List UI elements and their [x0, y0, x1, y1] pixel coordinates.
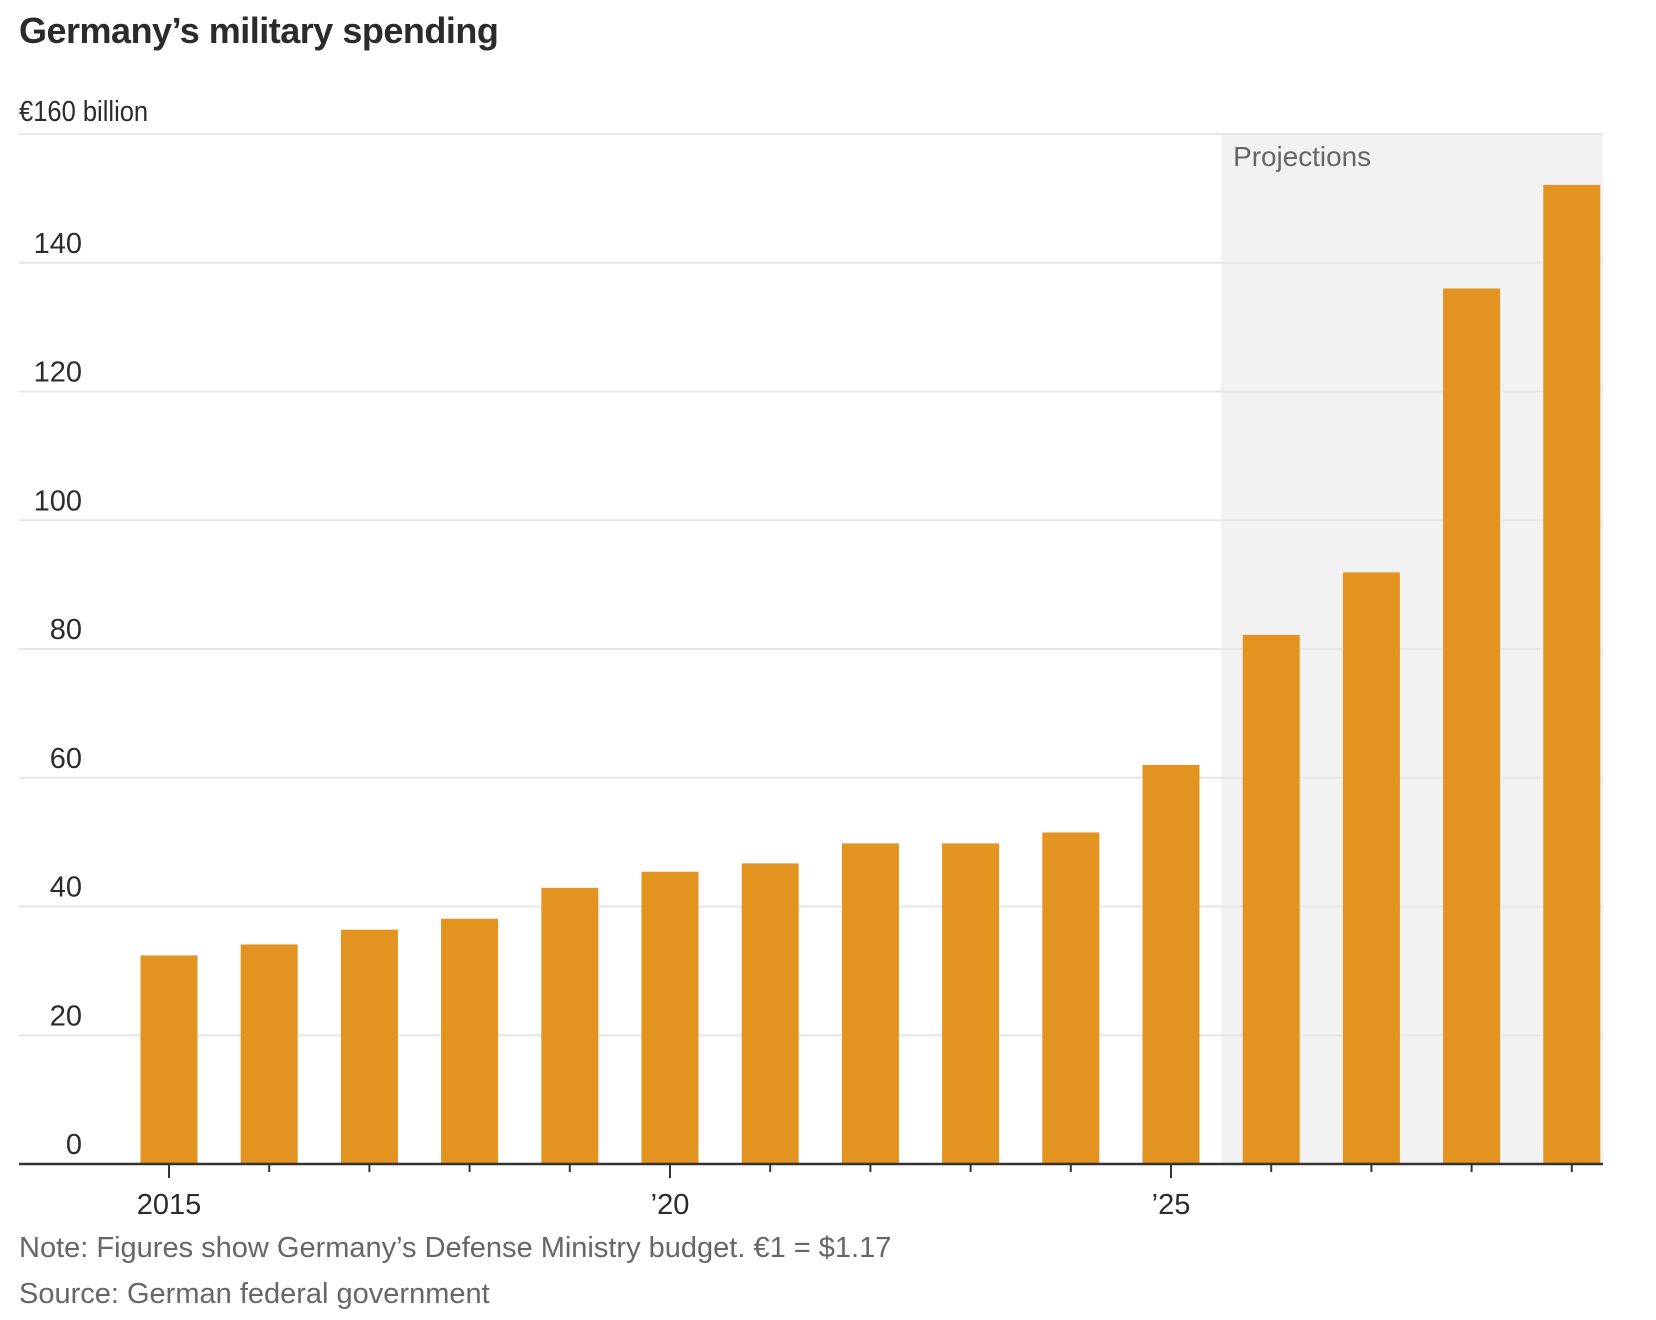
y-tick-label: 60 — [50, 743, 82, 775]
chart-source: Source: German federal government — [19, 1278, 490, 1310]
bar-2027 — [1342, 572, 1400, 1164]
bar-2023 — [942, 843, 1000, 1164]
bar-2028 — [1443, 288, 1501, 1164]
y-tick-label: 20 — [50, 1000, 82, 1032]
bar-2022 — [841, 843, 899, 1164]
projection-label: Projections — [1233, 141, 1371, 172]
bar-2020 — [641, 871, 699, 1164]
bar-2024 — [1042, 832, 1100, 1164]
x-tick-label: ’25 — [1152, 1189, 1191, 1221]
bar-2026 — [1242, 634, 1300, 1164]
y-tick-label: 40 — [50, 872, 82, 904]
y-tick-label: 140 — [34, 228, 82, 260]
bar-2015 — [140, 955, 198, 1164]
y-tick-label: 80 — [50, 614, 82, 646]
x-tick-label: ’20 — [651, 1189, 690, 1221]
bar-2017 — [340, 929, 398, 1164]
bar-2016 — [240, 944, 298, 1164]
bar-2025 — [1142, 764, 1200, 1164]
bar-2019 — [541, 887, 599, 1164]
bar-2018 — [441, 918, 499, 1164]
chart-note: Note: Figures show Germany’s Defense Min… — [19, 1232, 892, 1264]
y-tick-label: 100 — [34, 485, 82, 517]
y-tick-label: 0 — [66, 1129, 82, 1161]
y-tick-label: 120 — [34, 357, 82, 389]
chart-title: Germany’s military spending — [19, 10, 499, 51]
x-tick-label: 2015 — [137, 1189, 202, 1221]
bar-2021 — [741, 863, 799, 1164]
bar-2029 — [1543, 184, 1601, 1164]
y-axis-unit-label: €160 billion — [19, 96, 149, 128]
